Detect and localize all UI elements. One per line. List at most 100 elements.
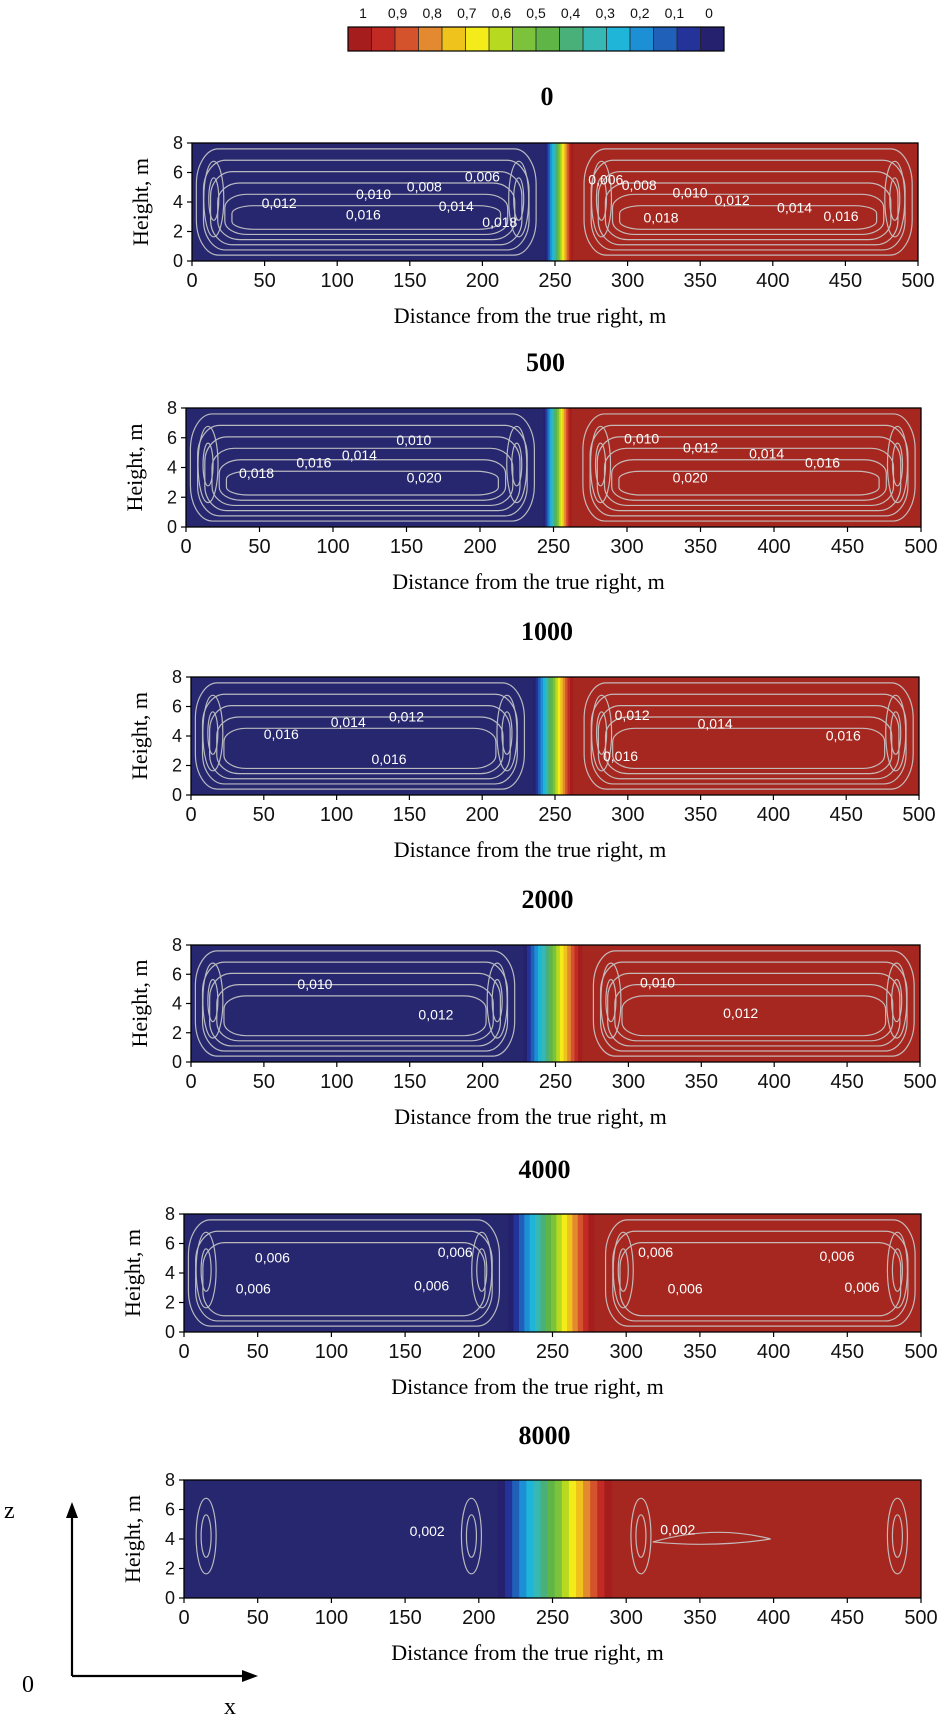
y-tick-label: 8	[167, 398, 177, 418]
contour-label: 0,016	[603, 748, 638, 764]
contour-label: 0,006	[438, 1244, 473, 1260]
front-band	[558, 143, 561, 261]
contour-label: 0,018	[643, 210, 678, 226]
x-tick-label: 50	[247, 1341, 269, 1363]
front-band	[588, 1214, 595, 1332]
colorbar-frame	[347, 26, 725, 52]
contour-eddy	[594, 442, 607, 487]
x-tick-label: 400	[757, 1607, 790, 1629]
contour-eddy	[491, 978, 503, 1023]
contour-label: 0,006	[465, 168, 500, 184]
contour-eddy	[886, 425, 909, 504]
front-band	[553, 408, 557, 527]
contour-loop	[194, 950, 516, 1057]
contour-loop	[652, 1531, 771, 1545]
contour-loop	[604, 1219, 916, 1327]
contour-label: 0,018	[482, 214, 517, 230]
x-tick-label: 50	[248, 536, 270, 558]
colorbar-swatch	[371, 27, 396, 51]
x-tick-label: 350	[684, 270, 717, 292]
x-axis-label: Distance from the true right, m	[394, 837, 666, 862]
front-band	[568, 1480, 577, 1598]
blue-region	[191, 677, 535, 795]
contour-label: 0,020	[673, 469, 708, 485]
front-band	[540, 1214, 547, 1332]
contour-loop	[596, 436, 902, 512]
contour-label: 0,008	[622, 177, 657, 193]
x-tick-label: 250	[539, 1071, 572, 1093]
contour-loop	[223, 727, 497, 770]
colorbar-swatch	[536, 27, 560, 51]
colorbar-swatch	[489, 27, 513, 51]
z-arrowhead-icon	[66, 1502, 78, 1518]
colorbar-swatch	[418, 27, 443, 51]
contour-loop	[618, 470, 880, 496]
contour-loop	[195, 148, 537, 256]
colorbar-label: 1	[359, 5, 367, 21]
contour-label: 0,014	[777, 199, 812, 215]
red-region	[580, 945, 920, 1062]
contour-eddy	[460, 1497, 483, 1575]
contour-eddy	[197, 425, 219, 504]
contour-eddy	[595, 177, 608, 221]
contour-label: 0,010	[356, 186, 391, 202]
front-band	[551, 143, 555, 261]
x-tick-label: 100	[316, 536, 349, 558]
contour-loop	[231, 205, 502, 230]
front-band	[538, 677, 542, 795]
y-tick-label: 4	[172, 726, 182, 746]
contour-loop	[194, 682, 526, 790]
red-region	[592, 1214, 921, 1332]
front-band	[543, 408, 546, 527]
front-band	[526, 1480, 535, 1598]
front-band	[552, 945, 557, 1062]
front-band	[556, 1214, 563, 1332]
contour-eddy	[589, 425, 612, 504]
contour-loop	[582, 413, 916, 522]
front-band	[512, 1480, 520, 1598]
x-tick-label: 500	[902, 804, 935, 826]
contour-label: 0,006	[668, 1281, 703, 1297]
colorbar-swatch	[395, 27, 419, 51]
contour-label: 0,012	[418, 1007, 453, 1023]
contour-eddy	[884, 160, 906, 238]
contour-label: 0,014	[331, 714, 366, 730]
colorbar-swatch	[442, 27, 466, 51]
front-band	[508, 1214, 515, 1332]
panels: 0 0,012 0,010 0,008 0,006 0,016 0,014 0,018 0,00…	[120, 82, 938, 1665]
y-axis-label: Height, m	[122, 424, 147, 512]
contour-eddy	[486, 962, 508, 1039]
contour-eddy	[202, 442, 214, 487]
front-band	[519, 1480, 527, 1598]
y-tick-label: 6	[172, 697, 182, 717]
contour-label: 0,016	[346, 207, 381, 223]
x-tick-label: 0	[180, 536, 191, 558]
front-band	[544, 143, 548, 261]
front-band	[546, 408, 550, 527]
contour-label: 0,010	[297, 976, 332, 992]
x-tick-label: 400	[757, 1341, 790, 1363]
panel-title: 8000	[519, 1421, 571, 1450]
front-band	[550, 143, 553, 261]
colorbar-label: 0,5	[526, 5, 546, 21]
front-band	[570, 945, 576, 1062]
contour-eddy	[617, 1248, 629, 1292]
y-axis-label: Height, m	[128, 158, 153, 246]
contour-eddy	[202, 962, 224, 1039]
contour-eddy	[203, 160, 225, 238]
x-tick-label: 350	[684, 536, 717, 558]
colorbar-label: 0,8	[422, 5, 442, 21]
front-band	[534, 945, 539, 1062]
front-band	[575, 1480, 584, 1598]
x-tick-label: 350	[684, 804, 717, 826]
front-band	[551, 408, 555, 527]
front-band	[497, 1480, 506, 1598]
front-band	[567, 677, 571, 795]
x-axis-label: Distance from the true right, m	[392, 569, 664, 594]
contour-loop	[223, 995, 487, 1037]
x-tick-label: 450	[831, 1341, 864, 1363]
contour-loop	[619, 205, 878, 230]
x-tick-label: 100	[315, 1607, 348, 1629]
